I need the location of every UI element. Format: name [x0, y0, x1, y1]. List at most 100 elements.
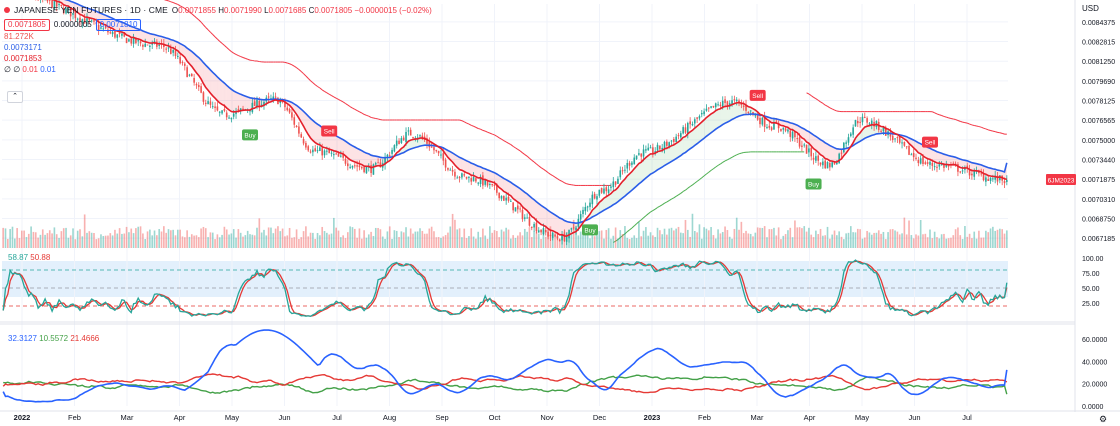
candle-down[interactable]: [752, 112, 754, 115]
candle-down[interactable]: [288, 109, 291, 113]
time-axis[interactable]: 2022 Feb Mar Apr May Jun Jul Aug Sep Oct Nov Dec 202…: [0, 410, 1120, 422]
buy-signal-label[interactable]: [242, 129, 259, 141]
candle-down[interactable]: [360, 166, 363, 169]
last-price-badge[interactable]: [1046, 174, 1076, 186]
candle-up[interactable]: [919, 158, 922, 164]
candle-down[interactable]: [549, 234, 552, 237]
candle-up[interactable]: [232, 113, 235, 117]
candle-up[interactable]: [551, 233, 554, 238]
candle-down[interactable]: [305, 142, 307, 148]
candle-up[interactable]: [407, 130, 410, 132]
candle-down[interactable]: [905, 146, 908, 148]
candle-down[interactable]: [724, 99, 726, 104]
candle-up[interactable]: [645, 149, 647, 151]
candle-up[interactable]: [102, 28, 105, 30]
candle-down[interactable]: [987, 179, 990, 181]
candle-down[interactable]: [223, 109, 226, 111]
candle-down[interactable]: [673, 139, 675, 142]
candle-up[interactable]: [808, 148, 810, 153]
candle-up[interactable]: [843, 142, 845, 153]
candle-down[interactable]: [798, 137, 801, 147]
candle-down[interactable]: [342, 154, 344, 158]
candle-up[interactable]: [854, 119, 857, 127]
candle-up[interactable]: [717, 104, 719, 106]
candle-down[interactable]: [335, 153, 337, 155]
candle-up[interactable]: [386, 154, 389, 157]
candle-down[interactable]: [856, 120, 859, 124]
candle-down[interactable]: [547, 231, 549, 237]
candle-up[interactable]: [882, 127, 885, 132]
candle-up[interactable]: [849, 133, 852, 136]
candle-down[interactable]: [398, 140, 400, 145]
candle-up[interactable]: [754, 115, 757, 117]
candle-down[interactable]: [794, 131, 796, 138]
candle-down[interactable]: [379, 162, 382, 168]
candle-up[interactable]: [624, 169, 626, 171]
candle-down[interactable]: [805, 144, 808, 154]
candle-up[interactable]: [670, 140, 673, 142]
candle-down[interactable]: [344, 158, 347, 164]
candle-up[interactable]: [973, 170, 976, 177]
candle-down[interactable]: [947, 165, 950, 167]
candle-down[interactable]: [104, 26, 107, 29]
candle-up[interactable]: [384, 157, 386, 165]
candle-up[interactable]: [351, 165, 354, 168]
candle-up[interactable]: [929, 161, 931, 165]
candle-down[interactable]: [535, 222, 538, 232]
candle-up[interactable]: [221, 110, 223, 114]
candle-down[interactable]: [943, 163, 945, 168]
signal-labels[interactable]: Buy Sell Buy Sell Buy Sell: [242, 89, 938, 236]
candle-up[interactable]: [714, 103, 717, 108]
candle-up[interactable]: [67, 8, 70, 10]
candle-up[interactable]: [405, 131, 407, 143]
candle-up[interactable]: [945, 164, 948, 167]
candle-up[interactable]: [319, 147, 321, 151]
candle-down[interactable]: [819, 162, 822, 165]
candle-down[interactable]: [770, 127, 773, 130]
candle-down[interactable]: [486, 180, 489, 186]
candle-down[interactable]: [726, 101, 729, 106]
candle-down[interactable]: [903, 141, 906, 146]
price-axis[interactable]: 0.0084375 0.0082815 0.0081250 0.0079690 0.00…: [1046, 20, 1115, 243]
sell-signal-label[interactable]: [749, 89, 766, 101]
gear-icon[interactable]: ⚙: [1099, 414, 1108, 424]
candle-up[interactable]: [1006, 180, 1008, 182]
candle-up[interactable]: [235, 110, 237, 115]
candle-down[interactable]: [696, 117, 698, 119]
candle-up[interactable]: [654, 151, 657, 154]
candle-down[interactable]: [957, 164, 959, 172]
candle-down[interactable]: [498, 192, 500, 199]
candle-down[interactable]: [426, 138, 428, 144]
buy-signal-label[interactable]: [805, 178, 822, 190]
candle-up[interactable]: [703, 111, 705, 115]
candle-down[interactable]: [195, 84, 198, 86]
candle-down[interactable]: [493, 184, 496, 187]
candle-up[interactable]: [803, 144, 806, 146]
candle-up[interactable]: [333, 154, 335, 156]
candle-down[interactable]: [530, 226, 533, 228]
candle-down[interactable]: [295, 125, 298, 128]
candle-down[interactable]: [677, 135, 680, 137]
candle-up[interactable]: [698, 116, 701, 119]
candle-up[interactable]: [132, 37, 135, 44]
buy-price-button[interactable]: 0.0071810: [95, 18, 142, 31]
candle-down[interactable]: [447, 167, 449, 170]
candle-down[interactable]: [253, 101, 256, 106]
candle-up[interactable]: [731, 100, 733, 105]
candle-down[interactable]: [433, 147, 435, 151]
candle-up[interactable]: [393, 145, 396, 152]
candle-down[interactable]: [738, 100, 740, 103]
stochastic-panel[interactable]: 100.00 75.00 50.00 25.00: [2, 256, 1104, 317]
candle-up[interactable]: [218, 111, 221, 113]
candle-up[interactable]: [773, 122, 775, 130]
candle-up[interactable]: [472, 176, 475, 182]
candle-down[interactable]: [824, 160, 827, 169]
candle-up[interactable]: [638, 153, 640, 155]
candle-up[interactable]: [81, 19, 84, 24]
candle-down[interactable]: [503, 195, 505, 201]
candle-down[interactable]: [880, 130, 882, 132]
candle-down[interactable]: [190, 73, 193, 77]
candle-down[interactable]: [402, 137, 405, 141]
candle-down[interactable]: [707, 107, 710, 109]
